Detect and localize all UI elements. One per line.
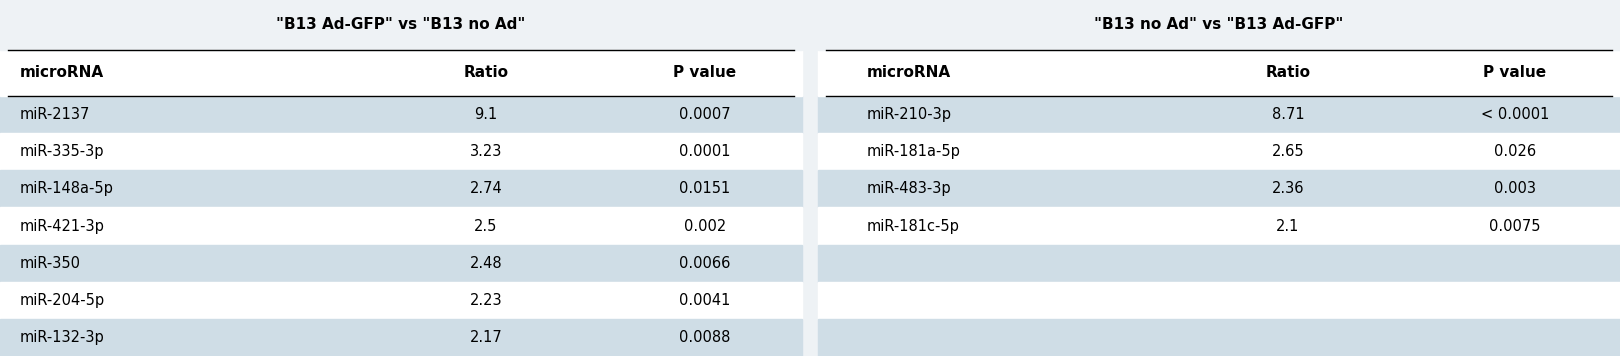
Bar	[818, 319, 1620, 356]
Text: miR-204-5p: miR-204-5p	[19, 293, 105, 308]
Bar	[0, 0, 802, 50]
Bar	[818, 50, 1620, 96]
Bar	[0, 133, 802, 171]
Text: P value: P value	[1484, 66, 1545, 80]
Bar	[0, 96, 802, 133]
Text: 0.0151: 0.0151	[679, 182, 731, 197]
Text: 2.17: 2.17	[470, 330, 502, 345]
Text: 8.71: 8.71	[1272, 107, 1304, 122]
Text: miR-421-3p: miR-421-3p	[19, 219, 104, 234]
Bar	[818, 208, 1620, 245]
Text: microRNA: microRNA	[19, 66, 104, 80]
Text: microRNA: microRNA	[867, 66, 951, 80]
Text: P value: P value	[674, 66, 735, 80]
Text: 2.23: 2.23	[470, 293, 502, 308]
Text: 2.74: 2.74	[470, 182, 502, 197]
Text: 0.0041: 0.0041	[679, 293, 731, 308]
Text: 2.48: 2.48	[470, 256, 502, 271]
Bar	[818, 96, 1620, 133]
Bar	[0, 282, 802, 319]
Bar	[818, 0, 1620, 50]
Text: 0.002: 0.002	[684, 219, 726, 234]
Text: miR-181c-5p: miR-181c-5p	[867, 219, 959, 234]
Text: < 0.0001: < 0.0001	[1481, 107, 1549, 122]
Bar	[0, 171, 802, 208]
Text: Ratio: Ratio	[1265, 66, 1311, 80]
Text: 2.5: 2.5	[475, 219, 497, 234]
Bar	[0, 50, 802, 96]
Bar	[818, 245, 1620, 282]
Bar	[0, 245, 802, 282]
Text: 0.0007: 0.0007	[679, 107, 731, 122]
Text: 0.0075: 0.0075	[1489, 219, 1541, 234]
Text: miR-350: miR-350	[19, 256, 81, 271]
Bar	[818, 133, 1620, 171]
Text: 0.0088: 0.0088	[679, 330, 731, 345]
Text: miR-181a-5p: miR-181a-5p	[867, 144, 961, 159]
Text: 0.003: 0.003	[1494, 182, 1536, 197]
Text: 9.1: 9.1	[475, 107, 497, 122]
Text: miR-132-3p: miR-132-3p	[19, 330, 104, 345]
Text: 3.23: 3.23	[470, 144, 502, 159]
Text: "B13 Ad-GFP" vs "B13 no Ad": "B13 Ad-GFP" vs "B13 no Ad"	[277, 17, 525, 32]
Text: 2.36: 2.36	[1272, 182, 1304, 197]
Text: "B13 no Ad" vs "B13 Ad-GFP": "B13 no Ad" vs "B13 Ad-GFP"	[1095, 17, 1343, 32]
Bar	[0, 319, 802, 356]
Text: miR-210-3p: miR-210-3p	[867, 107, 951, 122]
Bar	[0, 208, 802, 245]
Text: miR-483-3p: miR-483-3p	[867, 182, 951, 197]
Text: 2.65: 2.65	[1272, 144, 1304, 159]
Text: Ratio: Ratio	[463, 66, 509, 80]
Bar	[818, 282, 1620, 319]
Bar	[818, 171, 1620, 208]
Text: miR-335-3p: miR-335-3p	[19, 144, 104, 159]
Text: 2.1: 2.1	[1277, 219, 1299, 234]
Text: 0.0001: 0.0001	[679, 144, 731, 159]
Text: miR-148a-5p: miR-148a-5p	[19, 182, 113, 197]
Text: miR-2137: miR-2137	[19, 107, 89, 122]
Text: 0.0066: 0.0066	[679, 256, 731, 271]
Text: 0.026: 0.026	[1494, 144, 1536, 159]
